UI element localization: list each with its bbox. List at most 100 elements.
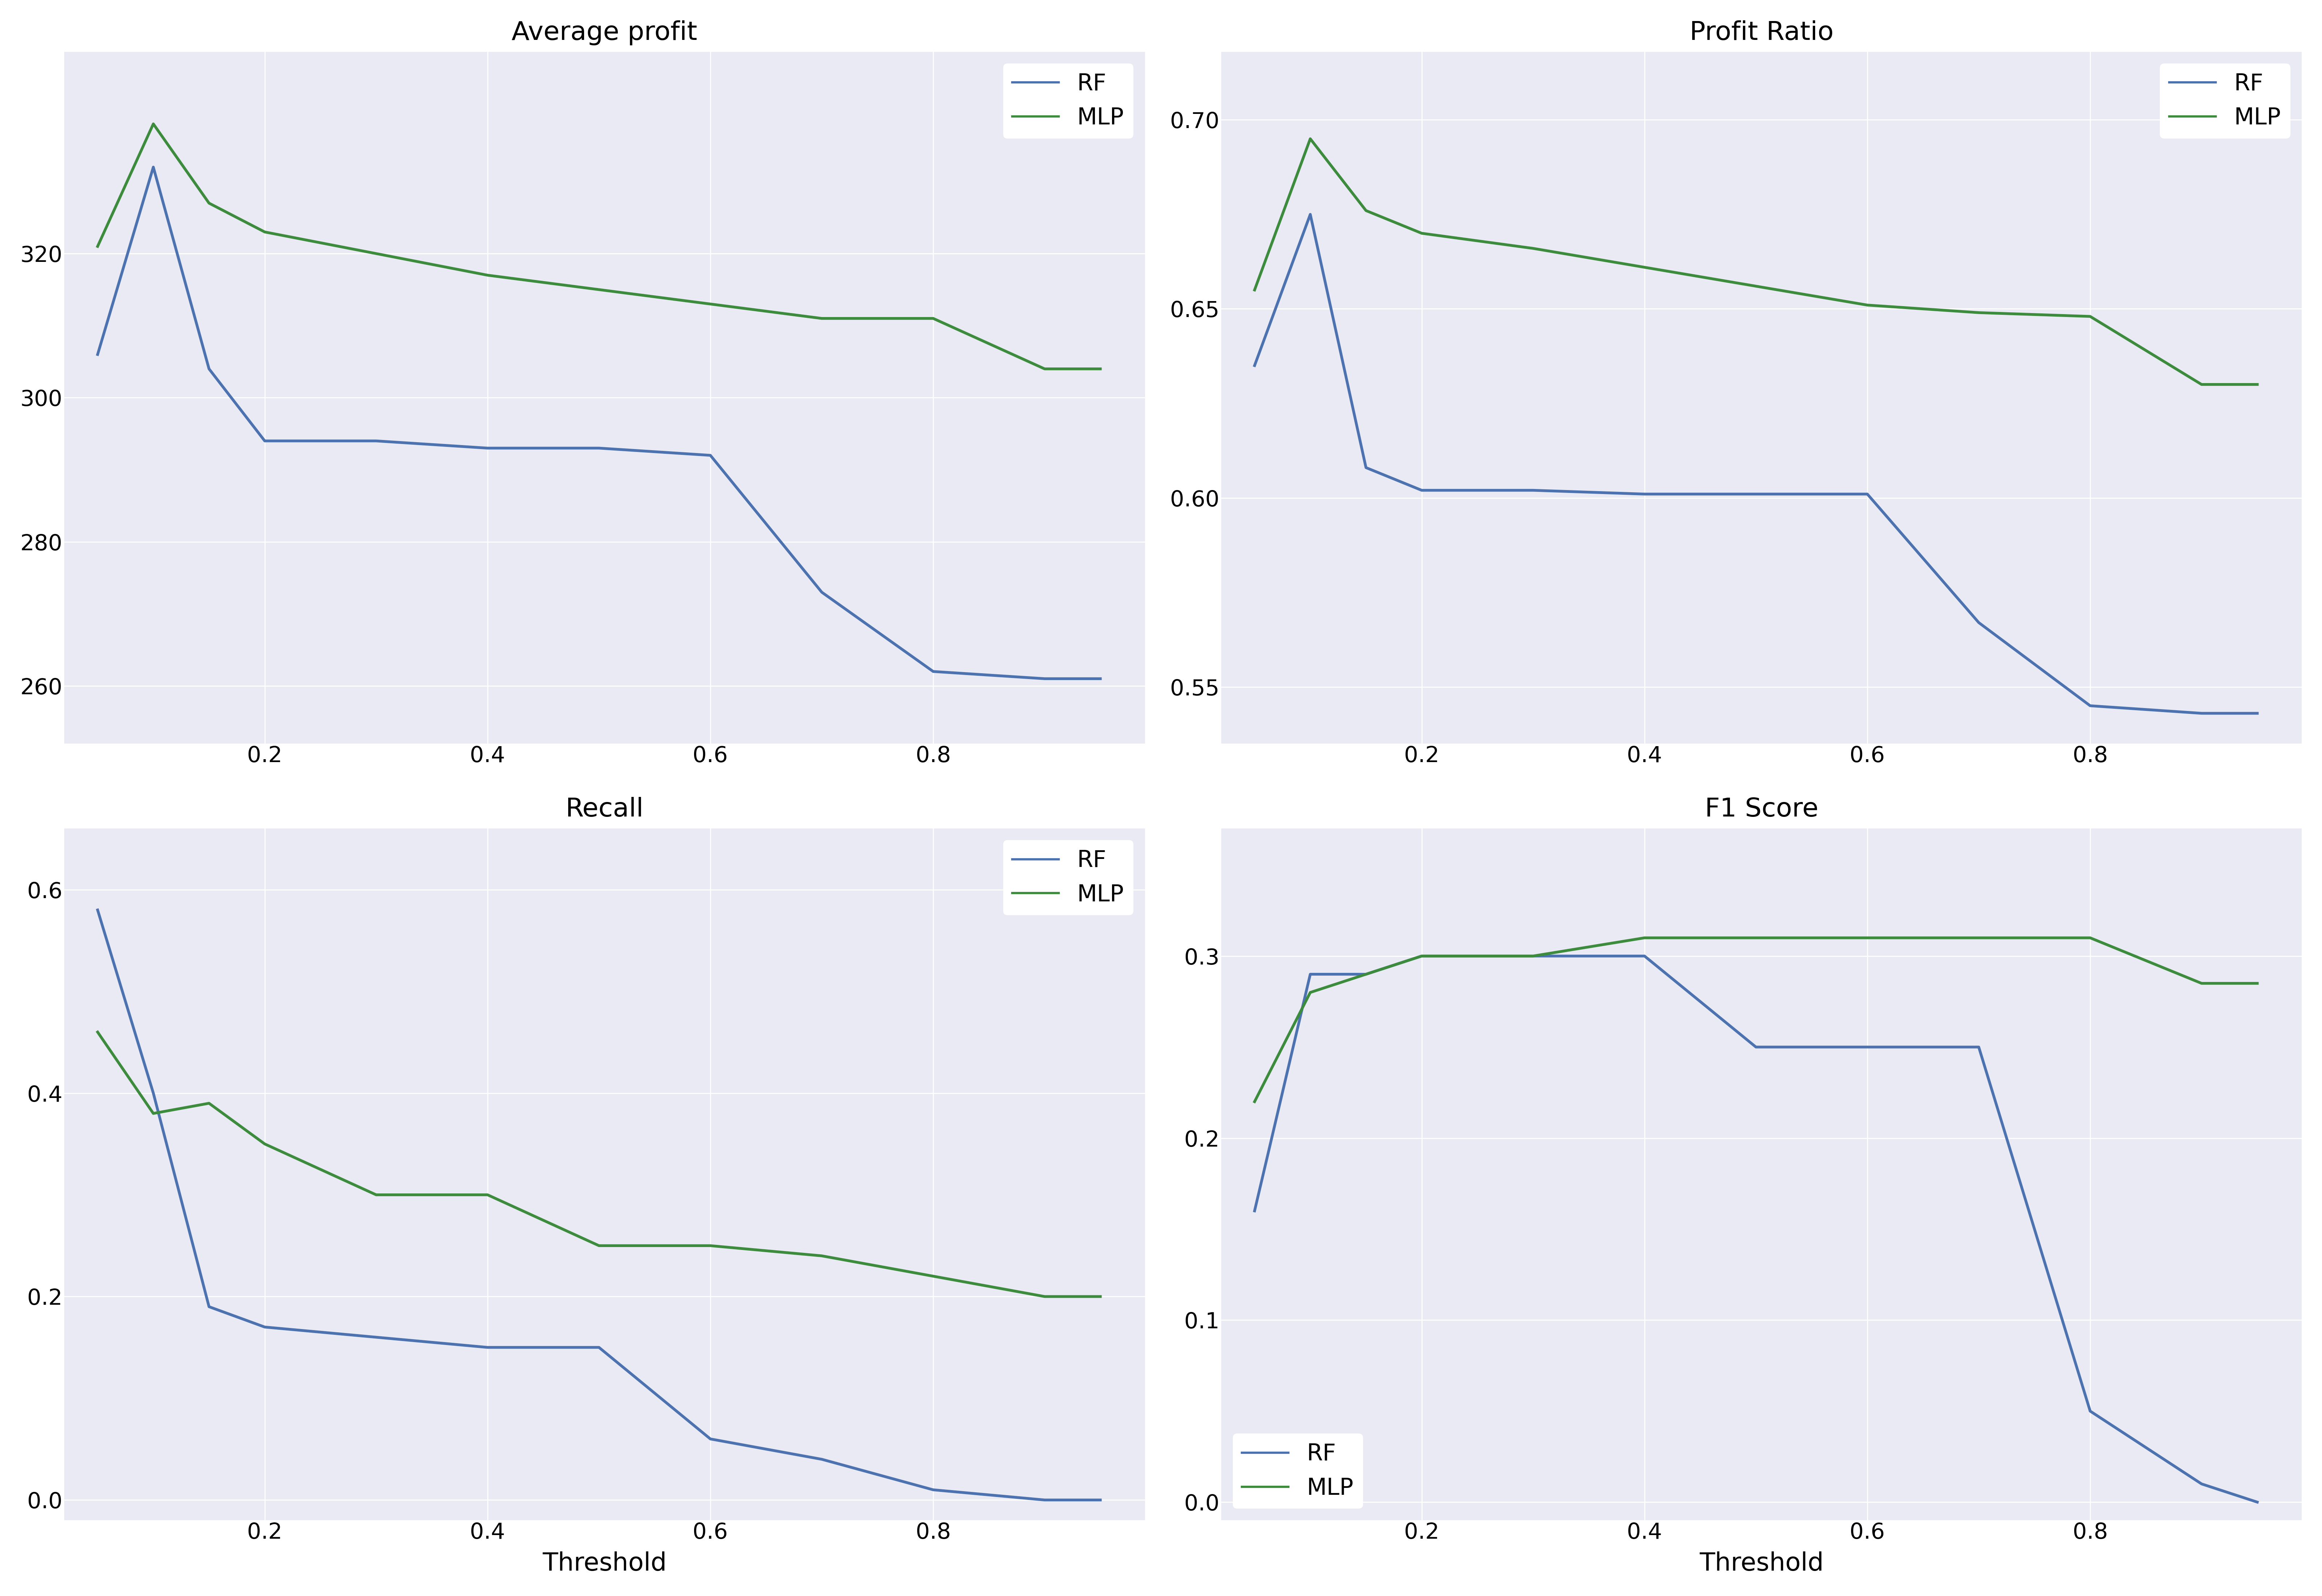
RF [1031,669,1059,688]
MLP [1296,983,1324,1002]
MLP [1853,295,1881,314]
X-axis label: Threshold: Threshold [1700,1551,1823,1575]
RF [1296,964,1324,983]
RF [2243,704,2271,723]
RF [84,345,111,364]
MLP [1240,1092,1268,1111]
RF [1351,458,1379,477]
MLP [1240,281,1268,300]
RF [1351,964,1379,983]
RF [1519,946,1546,966]
MLP [1351,964,1379,983]
MLP [251,222,279,241]
RF [920,1479,947,1499]
RF [920,662,947,681]
MLP [1742,276,1769,295]
MLP [1087,1286,1115,1306]
RF [1087,1491,1115,1510]
MLP [1630,257,1658,276]
MLP [84,236,111,255]
RF [1087,669,1115,688]
MLP [1407,223,1435,243]
MLP [585,1235,613,1254]
RF [2187,704,2215,723]
Line: MLP: MLP [98,1033,1101,1296]
RF [251,431,279,450]
RF [362,1328,390,1347]
MLP [808,1246,836,1266]
MLP [139,1104,167,1124]
RF [585,439,613,458]
MLP [808,310,836,329]
MLP [84,1023,111,1042]
RF [1964,613,1992,632]
Line: RF: RF [1254,214,2257,713]
MLP [362,1186,390,1205]
MLP [1519,239,1546,259]
RF [1853,1037,1881,1057]
RF [1630,485,1658,504]
X-axis label: Threshold: Threshold [543,1551,666,1575]
RF [808,583,836,602]
RF [1519,480,1546,500]
RF [2187,1475,2215,1494]
MLP [1407,946,1435,966]
Line: MLP: MLP [98,124,1101,369]
Legend: RF, MLP: RF, MLP [1003,839,1133,915]
MLP [195,193,223,212]
RF [1296,204,1324,223]
Title: Recall: Recall [567,796,643,822]
RF [2076,696,2104,715]
RF [474,1337,502,1357]
MLP [1742,929,1769,948]
MLP [1853,929,1881,948]
Title: Profit Ratio: Profit Ratio [1690,21,1834,45]
RF [139,158,167,177]
MLP [1964,929,1992,948]
MLP [362,244,390,263]
RF [84,900,111,919]
Line: RF: RF [98,168,1101,678]
RF [474,439,502,458]
RF [697,445,724,464]
MLP [139,115,167,134]
RF [139,1084,167,1103]
RF [1742,1037,1769,1057]
MLP [1630,929,1658,948]
MLP [920,310,947,329]
MLP [2076,929,2104,948]
Title: F1 Score: F1 Score [1704,796,1818,822]
RF [1407,480,1435,500]
RF [1630,946,1658,966]
MLP [2187,375,2215,394]
MLP [697,1235,724,1254]
RF [808,1449,836,1468]
MLP [1964,303,1992,322]
Line: MLP: MLP [1254,938,2257,1101]
MLP [2076,306,2104,326]
Line: MLP: MLP [1254,139,2257,385]
RF [195,1298,223,1317]
RF [697,1430,724,1449]
Title: Average profit: Average profit [511,21,697,45]
RF [2243,1492,2271,1511]
MLP [1031,1286,1059,1306]
MLP [1087,359,1115,378]
MLP [920,1267,947,1286]
MLP [1519,946,1546,966]
MLP [195,1093,223,1112]
MLP [2243,974,2271,993]
RF [251,1317,279,1336]
RF [1031,1491,1059,1510]
RF [1853,485,1881,504]
MLP [2187,974,2215,993]
Line: RF: RF [98,910,1101,1500]
RF [195,359,223,378]
RF [1240,356,1268,375]
RF [1964,1037,1992,1057]
Legend: RF, MLP: RF, MLP [1003,64,1133,139]
RF [1742,485,1769,504]
MLP [251,1135,279,1154]
Legend: RF, MLP: RF, MLP [1233,1433,1363,1508]
Line: RF: RF [1254,956,2257,1502]
